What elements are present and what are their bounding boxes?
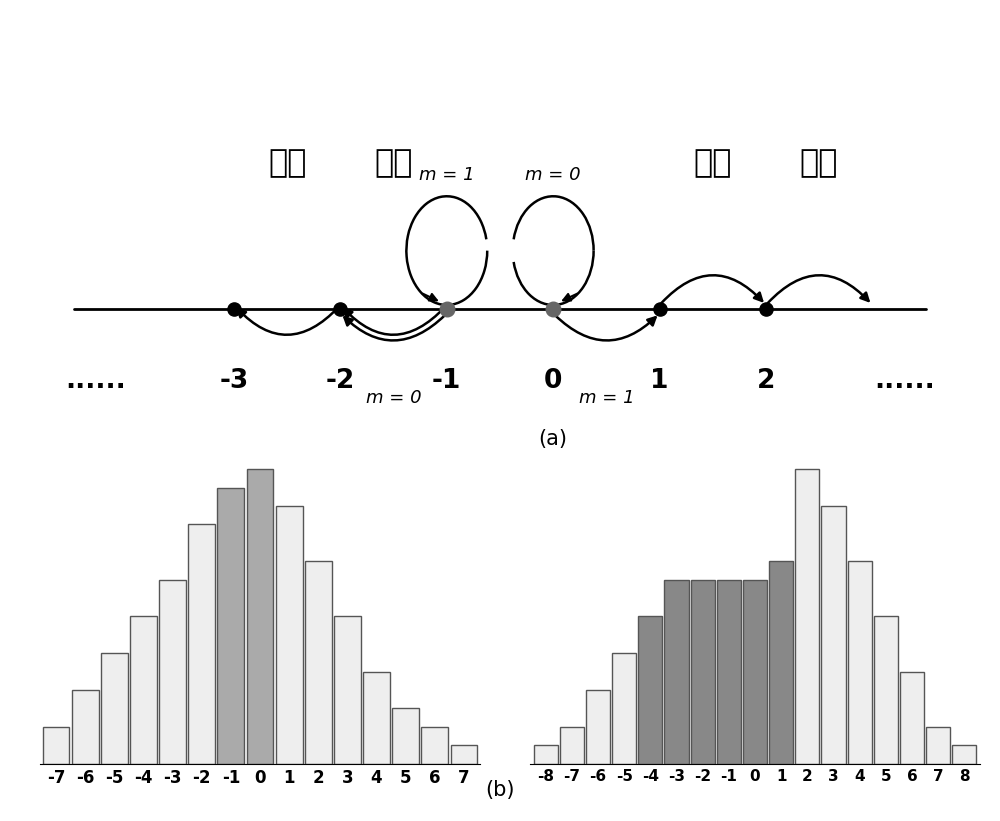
Text: ......: ...... <box>65 368 126 394</box>
Bar <box>795 470 819 764</box>
Text: (b): (b) <box>485 781 515 800</box>
Point <box>758 303 774 316</box>
Bar <box>276 506 303 764</box>
Bar <box>101 654 128 764</box>
Text: 平移: 平移 <box>694 149 732 180</box>
Bar <box>848 562 872 764</box>
Bar <box>188 525 215 764</box>
Bar <box>363 672 390 764</box>
Text: -2: -2 <box>326 368 355 394</box>
Bar <box>217 488 244 764</box>
Point <box>652 303 668 316</box>
Bar <box>534 745 558 764</box>
Bar <box>926 727 950 764</box>
Bar <box>72 690 99 764</box>
Bar <box>821 506 846 764</box>
Text: 平移: 平移 <box>800 149 838 180</box>
Bar <box>334 617 361 764</box>
Text: 0: 0 <box>544 368 562 394</box>
Bar <box>451 745 477 764</box>
Text: m = 1: m = 1 <box>419 166 475 184</box>
FancyArrowPatch shape <box>768 275 869 303</box>
Bar <box>421 727 448 764</box>
FancyArrowPatch shape <box>555 315 656 341</box>
Bar <box>717 580 741 764</box>
Bar <box>664 580 689 764</box>
Text: 平移: 平移 <box>374 149 413 180</box>
Bar <box>305 562 332 764</box>
Text: m = 0: m = 0 <box>525 166 581 184</box>
Text: -3: -3 <box>219 368 249 394</box>
Point <box>439 303 455 316</box>
Bar <box>769 562 793 764</box>
Text: ......: ...... <box>874 368 935 394</box>
Bar <box>247 470 273 764</box>
Bar <box>952 745 976 764</box>
Point <box>545 303 561 316</box>
Bar <box>43 727 69 764</box>
Text: (a): (a) <box>539 429 568 449</box>
Text: 2: 2 <box>757 368 775 394</box>
Bar <box>560 727 584 764</box>
FancyArrowPatch shape <box>238 307 339 335</box>
Text: 平移: 平移 <box>268 149 306 180</box>
Text: 1: 1 <box>650 368 669 394</box>
Bar <box>130 617 157 764</box>
Bar <box>586 690 610 764</box>
Text: m = 0: m = 0 <box>366 388 421 406</box>
Point <box>226 303 242 316</box>
FancyArrowPatch shape <box>344 307 445 335</box>
Bar <box>900 672 924 764</box>
Text: -1: -1 <box>432 368 461 394</box>
Bar <box>638 617 662 764</box>
Bar <box>874 617 898 764</box>
Bar <box>612 654 636 764</box>
Text: m = 1: m = 1 <box>579 388 634 406</box>
FancyArrowPatch shape <box>661 275 762 303</box>
Bar <box>743 580 767 764</box>
Bar <box>392 709 419 764</box>
Bar <box>159 580 186 764</box>
Point <box>332 303 348 316</box>
FancyArrowPatch shape <box>344 315 445 341</box>
Bar <box>691 580 715 764</box>
